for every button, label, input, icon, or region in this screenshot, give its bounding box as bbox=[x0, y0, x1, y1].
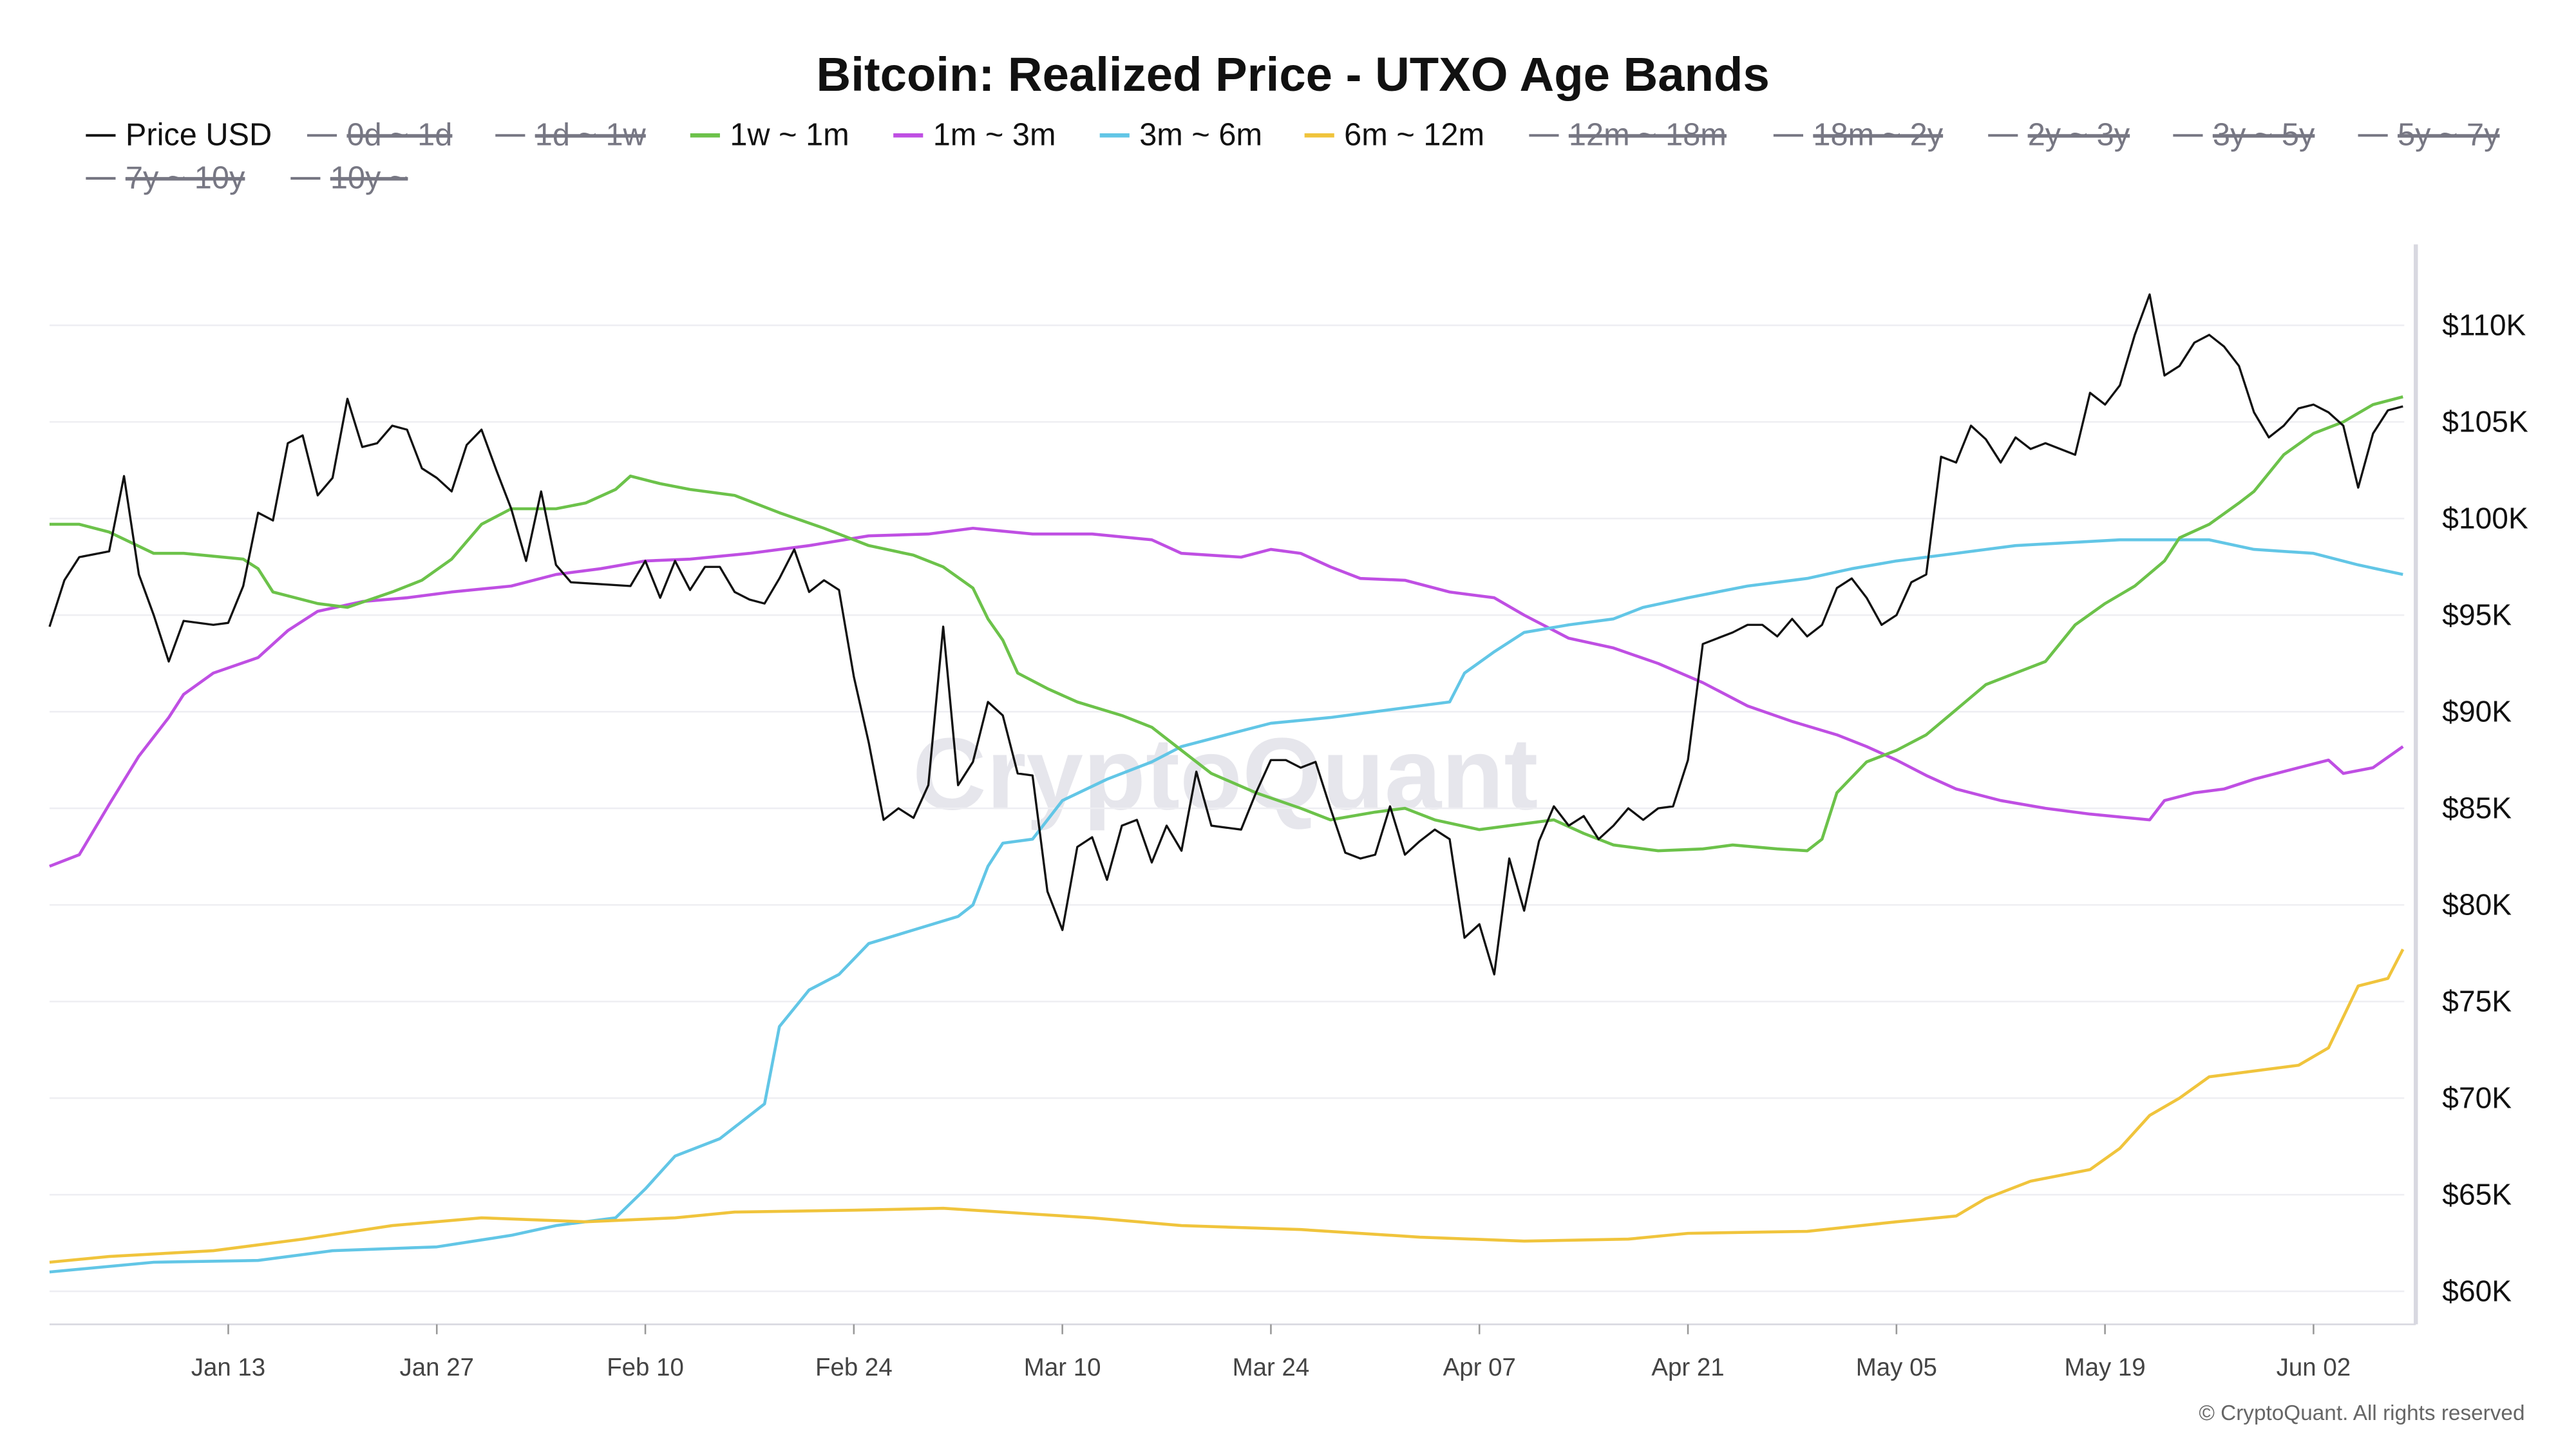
legend-item-disabled[interactable]: 5y ~ 7y bbox=[2358, 118, 2501, 153]
axes: $60K $65K $70K $75K $80K $85K $90K $95K $100K $10… bbox=[49, 244, 2528, 1381]
x-tick-label: Jun 02 bbox=[2277, 1354, 2351, 1381]
legend-label: Price USD bbox=[126, 118, 272, 153]
y-tick-label: $80K bbox=[2442, 888, 2512, 922]
legend-item-disabled[interactable]: 3y ~ 5y bbox=[2173, 118, 2315, 153]
y-tick-label: $90K bbox=[2442, 695, 2512, 728]
x-tick-label: Jan 27 bbox=[400, 1354, 474, 1381]
x-tick-label: Mar 10 bbox=[1024, 1354, 1101, 1381]
y-tick-label: $95K bbox=[2442, 598, 2512, 632]
x-tick-label: May 19 bbox=[2065, 1354, 2146, 1381]
copyright: © CryptoQuant. All rights reserved bbox=[2199, 1401, 2524, 1425]
legend-item-disabled[interactable]: 12m ~ 18m bbox=[1529, 118, 1727, 153]
legend-label: 3m ~ 6m bbox=[1139, 118, 1262, 153]
legend-item-disabled[interactable]: 1d ~ 1w bbox=[495, 118, 647, 153]
legend-item[interactable]: Price USD bbox=[86, 118, 272, 153]
y-tick-label: $85K bbox=[2442, 791, 2512, 825]
series-line-price-usd bbox=[48, 293, 2403, 976]
x-tick-label: Feb 10 bbox=[607, 1354, 684, 1381]
legend-item[interactable]: 1m ~ 3m bbox=[893, 118, 1056, 153]
gridlines bbox=[49, 324, 2405, 1293]
y-tick-label: $65K bbox=[2442, 1178, 2512, 1211]
y-tick-label: $75K bbox=[2442, 985, 2512, 1018]
y-tick-label: $105K bbox=[2442, 405, 2528, 439]
series-lines bbox=[48, 293, 2405, 1274]
x-tick-label: Apr 07 bbox=[1443, 1354, 1516, 1381]
y-tick-label: $100K bbox=[2442, 502, 2528, 535]
x-tick-label: Jan 13 bbox=[191, 1354, 265, 1381]
legend-item[interactable]: 3m ~ 6m bbox=[1099, 118, 1262, 153]
legend: Price USD 0d ~ 1d 1d ~ 1w 1w ~ 1m 1m ~ 3m 3m … bbox=[86, 118, 2501, 195]
legend-item-disabled[interactable]: 18m ~ 2y bbox=[1773, 118, 1944, 153]
y-tick-label: $110K bbox=[2442, 308, 2526, 342]
y-tick-label: $70K bbox=[2442, 1081, 2512, 1115]
legend-label: 1w ~ 1m bbox=[730, 118, 849, 153]
legend-item-disabled[interactable]: 2y ~ 3y bbox=[1988, 118, 2130, 153]
legend-item[interactable]: 6m ~ 12m bbox=[1304, 118, 1484, 153]
legend-item-disabled[interactable]: 7y ~ 10y bbox=[86, 160, 245, 195]
legend-label: 6m ~ 12m bbox=[1344, 118, 1484, 153]
series-line-6m-12m bbox=[49, 949, 2405, 1264]
x-tick-label: May 05 bbox=[1856, 1354, 1937, 1381]
x-tick-label: Feb 24 bbox=[815, 1354, 893, 1381]
chart-title: Bitcoin: Realized Price - UTXO Age Bands bbox=[817, 48, 1770, 101]
legend-label: 1m ~ 3m bbox=[933, 118, 1056, 153]
x-tick-label: Apr 21 bbox=[1651, 1354, 1724, 1381]
series-line-3m-6m bbox=[49, 538, 2403, 1274]
series-line-1m-3m bbox=[49, 526, 2404, 868]
x-tick-label: Mar 24 bbox=[1233, 1354, 1310, 1381]
y-tick-label: $60K bbox=[2442, 1274, 2512, 1308]
legend-item-disabled[interactable]: 0d ~ 1d bbox=[307, 118, 452, 153]
legend-item-disabled[interactable]: 10y ~ bbox=[290, 160, 408, 195]
legend-item[interactable]: 1w ~ 1m bbox=[690, 118, 849, 153]
